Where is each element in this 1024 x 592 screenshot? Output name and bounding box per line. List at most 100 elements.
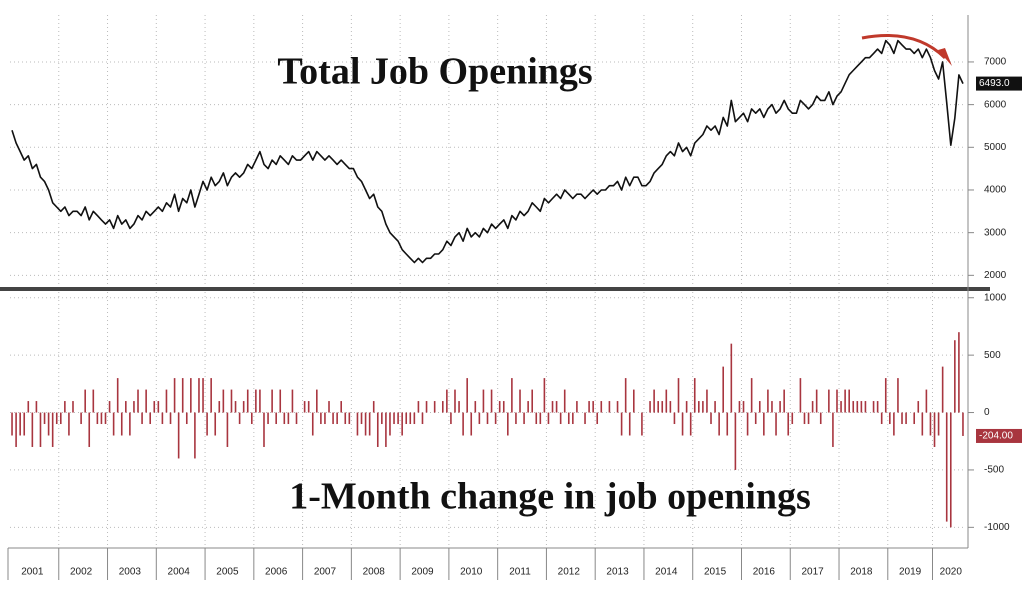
bar bbox=[15, 412, 17, 447]
bar bbox=[190, 378, 192, 413]
bar bbox=[409, 412, 412, 425]
bar bbox=[547, 412, 550, 425]
bar bbox=[738, 401, 741, 413]
bar bbox=[698, 401, 700, 413]
bar bbox=[393, 412, 395, 425]
top-title: Total Job Openings bbox=[277, 51, 592, 93]
bar bbox=[673, 412, 676, 425]
bar bbox=[962, 412, 964, 436]
bar bbox=[864, 401, 867, 413]
bar bbox=[80, 412, 82, 425]
bar bbox=[710, 412, 712, 425]
bar bbox=[730, 343, 733, 413]
bar bbox=[454, 389, 456, 413]
bar bbox=[108, 401, 111, 413]
bar bbox=[116, 378, 119, 413]
bar bbox=[360, 412, 363, 425]
bar bbox=[872, 401, 875, 413]
bar bbox=[779, 401, 781, 413]
bar bbox=[893, 412, 895, 436]
bar bbox=[320, 412, 322, 425]
bar bbox=[145, 389, 147, 413]
bar bbox=[519, 389, 521, 413]
bar bbox=[356, 412, 359, 436]
bar bbox=[316, 389, 318, 413]
x-tick-label: 2003 bbox=[119, 567, 142, 578]
bar bbox=[657, 401, 659, 413]
bar bbox=[584, 412, 586, 425]
bar bbox=[401, 412, 403, 436]
bar bbox=[901, 412, 903, 425]
bar bbox=[275, 412, 277, 425]
x-tick-label: 2015 bbox=[704, 567, 727, 578]
bar bbox=[246, 389, 249, 413]
bar bbox=[632, 389, 635, 413]
y-tick-label: 1000 bbox=[984, 292, 1007, 303]
bar bbox=[958, 332, 960, 413]
bar bbox=[43, 412, 46, 425]
bar bbox=[88, 412, 91, 447]
bar bbox=[218, 401, 221, 413]
bar bbox=[828, 389, 830, 413]
bar bbox=[787, 412, 790, 436]
bar bbox=[376, 412, 379, 447]
bar bbox=[185, 412, 188, 425]
bar bbox=[527, 401, 529, 413]
x-tick-label: 2011 bbox=[509, 567, 531, 578]
value-label: 6493.0 bbox=[979, 78, 1010, 89]
bar bbox=[153, 401, 156, 413]
bar bbox=[836, 389, 838, 413]
x-tick-label: 2007 bbox=[314, 567, 337, 578]
x-tick-label: 2006 bbox=[265, 567, 288, 578]
bar bbox=[588, 401, 590, 413]
bar bbox=[539, 412, 542, 425]
bar bbox=[876, 401, 879, 413]
x-tick-label: 2019 bbox=[899, 567, 922, 578]
bar bbox=[405, 412, 408, 425]
bar bbox=[84, 389, 86, 413]
bar bbox=[844, 389, 846, 413]
y-tick-label: 0 bbox=[984, 407, 990, 418]
bar bbox=[47, 412, 50, 436]
bar bbox=[462, 412, 464, 436]
bar bbox=[328, 401, 330, 413]
bar bbox=[59, 412, 62, 425]
bar bbox=[234, 401, 237, 413]
bar bbox=[840, 401, 842, 413]
bar bbox=[852, 401, 855, 413]
bar bbox=[226, 412, 229, 447]
bar bbox=[555, 401, 558, 413]
bar bbox=[746, 412, 749, 436]
bar bbox=[685, 401, 688, 413]
bar bbox=[563, 389, 566, 413]
bar bbox=[446, 389, 448, 413]
bar bbox=[482, 389, 485, 413]
bar bbox=[230, 389, 233, 413]
bar bbox=[417, 401, 420, 413]
bar bbox=[381, 412, 383, 425]
bar bbox=[51, 412, 54, 447]
y-tick-label: 3000 bbox=[984, 227, 1007, 238]
bar bbox=[567, 412, 570, 425]
bar bbox=[807, 412, 810, 425]
bar bbox=[340, 401, 343, 413]
bar bbox=[112, 412, 115, 436]
bar bbox=[641, 412, 643, 436]
bar bbox=[559, 412, 562, 425]
bar bbox=[653, 389, 655, 413]
bar bbox=[287, 412, 290, 425]
bar bbox=[31, 412, 34, 447]
bar bbox=[925, 389, 928, 413]
bar bbox=[937, 412, 940, 436]
bar bbox=[775, 412, 777, 436]
bar bbox=[263, 412, 265, 447]
bar bbox=[515, 412, 517, 425]
bar bbox=[470, 412, 473, 436]
bar bbox=[372, 401, 375, 413]
bar bbox=[905, 412, 907, 425]
bar bbox=[693, 378, 696, 413]
value-label: -204.00 bbox=[979, 431, 1013, 442]
bar bbox=[714, 401, 716, 413]
bar bbox=[295, 412, 298, 425]
bar bbox=[754, 412, 757, 425]
